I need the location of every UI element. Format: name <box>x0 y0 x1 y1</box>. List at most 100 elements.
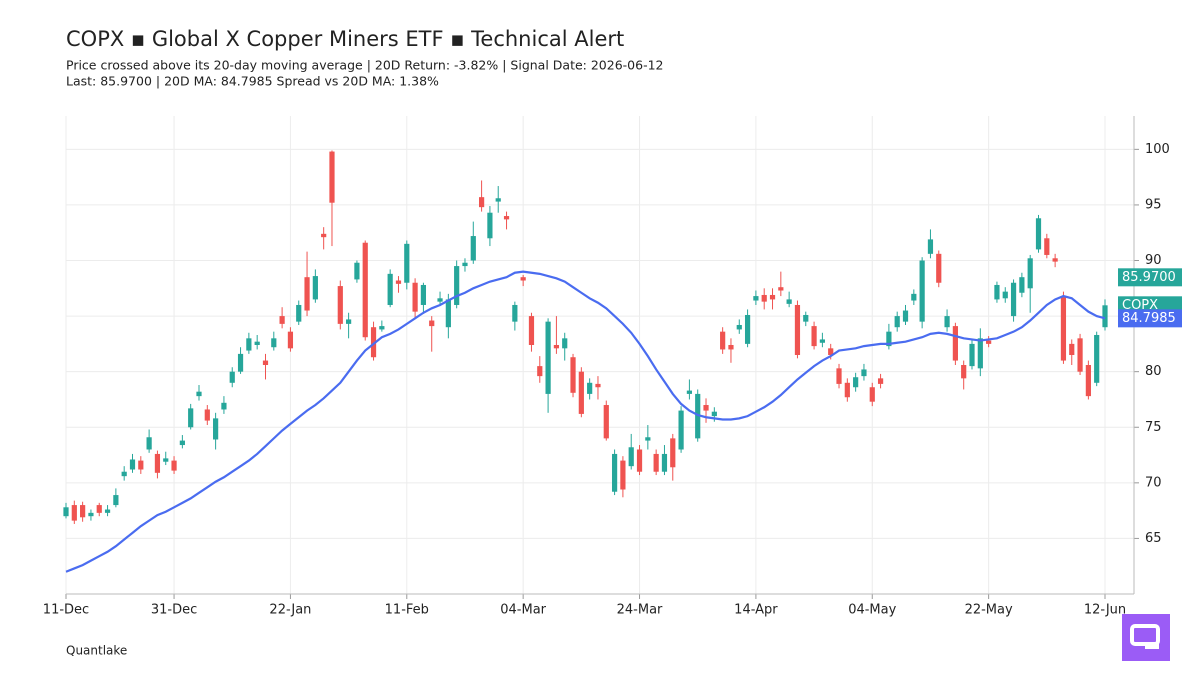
last-price-tag: 85.9700 <box>1122 270 1176 285</box>
candle-body <box>179 440 185 446</box>
y-tick-label: 75 <box>1145 420 1162 435</box>
candle-body <box>470 236 476 261</box>
candle-body <box>495 198 501 202</box>
candle-body <box>404 243 410 283</box>
x-tick-label: 04-Mar <box>500 603 546 618</box>
candle-body <box>1102 305 1108 328</box>
logo <box>1122 614 1170 661</box>
candle-body <box>1035 218 1042 250</box>
candle-body <box>952 326 958 361</box>
candle-body <box>321 233 327 238</box>
candle-body <box>595 383 601 388</box>
candle-body <box>986 340 992 344</box>
candle-body <box>204 409 210 421</box>
candle-body <box>262 360 269 366</box>
candle-body <box>171 460 177 471</box>
candle-body <box>96 505 102 513</box>
candle-body <box>88 512 94 517</box>
candle-body <box>944 316 950 328</box>
source-label: Quantlake <box>66 644 127 658</box>
y-tick-label: 70 <box>1145 475 1162 490</box>
candle-body <box>429 320 435 327</box>
candle-body <box>703 405 709 411</box>
x-tick-label: 04-May <box>848 603 896 618</box>
plot-area: 6570758085909510011-Dec31-Dec22-Jan11-Fe… <box>43 116 1170 618</box>
candle-body <box>445 299 451 328</box>
candle-body <box>587 382 593 394</box>
candle-body <box>894 316 900 328</box>
candle-body <box>994 284 1000 300</box>
last-price-tag-box <box>1118 268 1182 287</box>
candle-body <box>129 459 136 470</box>
candle-body <box>163 458 169 462</box>
logo-glyph <box>1145 644 1159 649</box>
x-tick-label: 22-May <box>965 603 1013 618</box>
candle-body <box>412 282 418 312</box>
x-tick-label: 24-Mar <box>617 603 663 618</box>
candle-body <box>296 304 302 322</box>
candle-body <box>387 273 393 305</box>
candle-body <box>104 509 111 513</box>
candle-body <box>520 277 526 281</box>
ma-value-tag-box <box>1118 309 1182 328</box>
candle-body <box>454 266 460 305</box>
candle-body <box>545 321 551 394</box>
candle-body <box>720 331 726 350</box>
chart-title: COPX ▪ Global X Copper Miners ETF ▪ Tech… <box>66 27 624 51</box>
y-tick-label: 90 <box>1145 253 1162 268</box>
candle-body <box>844 382 850 398</box>
chart-subtitle: Price crossed above its 20-day moving av… <box>66 58 664 73</box>
candle-body <box>853 377 859 388</box>
candle-body <box>902 310 909 322</box>
candle-body <box>578 371 584 414</box>
candle-body <box>80 505 86 518</box>
candle-body <box>744 314 751 344</box>
candle-body <box>661 453 668 472</box>
candle-body <box>1002 291 1008 299</box>
candle-body <box>1010 282 1017 317</box>
candle-body <box>927 239 934 254</box>
candle-body <box>1077 338 1083 372</box>
candle-body <box>63 507 69 517</box>
candle-body <box>312 276 318 300</box>
x-tick-label: 12-Jun <box>1084 603 1126 618</box>
candle-body <box>919 260 925 322</box>
candle-body <box>329 151 335 203</box>
candle-body <box>346 319 352 324</box>
candle-body <box>1019 277 1025 293</box>
candle-body <box>1044 238 1050 255</box>
x-tick-label: 14-Apr <box>734 603 778 618</box>
candle-body <box>237 353 244 372</box>
candle-body <box>969 343 975 367</box>
candle-body <box>736 324 742 330</box>
candle-body <box>221 402 227 410</box>
candle-body <box>670 438 676 468</box>
candle-body <box>1060 296 1067 361</box>
candle-body <box>911 293 917 301</box>
candle-body <box>686 390 692 394</box>
candle-body <box>354 262 360 280</box>
candle-body <box>1027 258 1033 289</box>
candle-body <box>213 418 219 440</box>
candle-body <box>196 391 202 397</box>
y-tick-label: 80 <box>1145 364 1162 379</box>
candle-body <box>287 331 294 349</box>
candle-body <box>337 286 343 324</box>
candle-body <box>869 387 875 402</box>
candle-body <box>711 411 717 417</box>
x-tick-label: 11-Dec <box>43 603 89 618</box>
y-tick-label: 65 <box>1145 531 1162 546</box>
candle-body <box>628 447 634 467</box>
candle-body <box>229 371 235 383</box>
candle-body <box>512 304 518 322</box>
logo-box <box>1122 614 1170 661</box>
candle-body <box>728 344 734 350</box>
candle-body <box>562 338 568 349</box>
candle-body <box>271 338 277 348</box>
candle-body <box>395 280 402 284</box>
candle-body <box>811 326 817 347</box>
candle-body <box>154 453 161 473</box>
candle-body <box>886 331 892 347</box>
candle-body <box>437 298 443 302</box>
